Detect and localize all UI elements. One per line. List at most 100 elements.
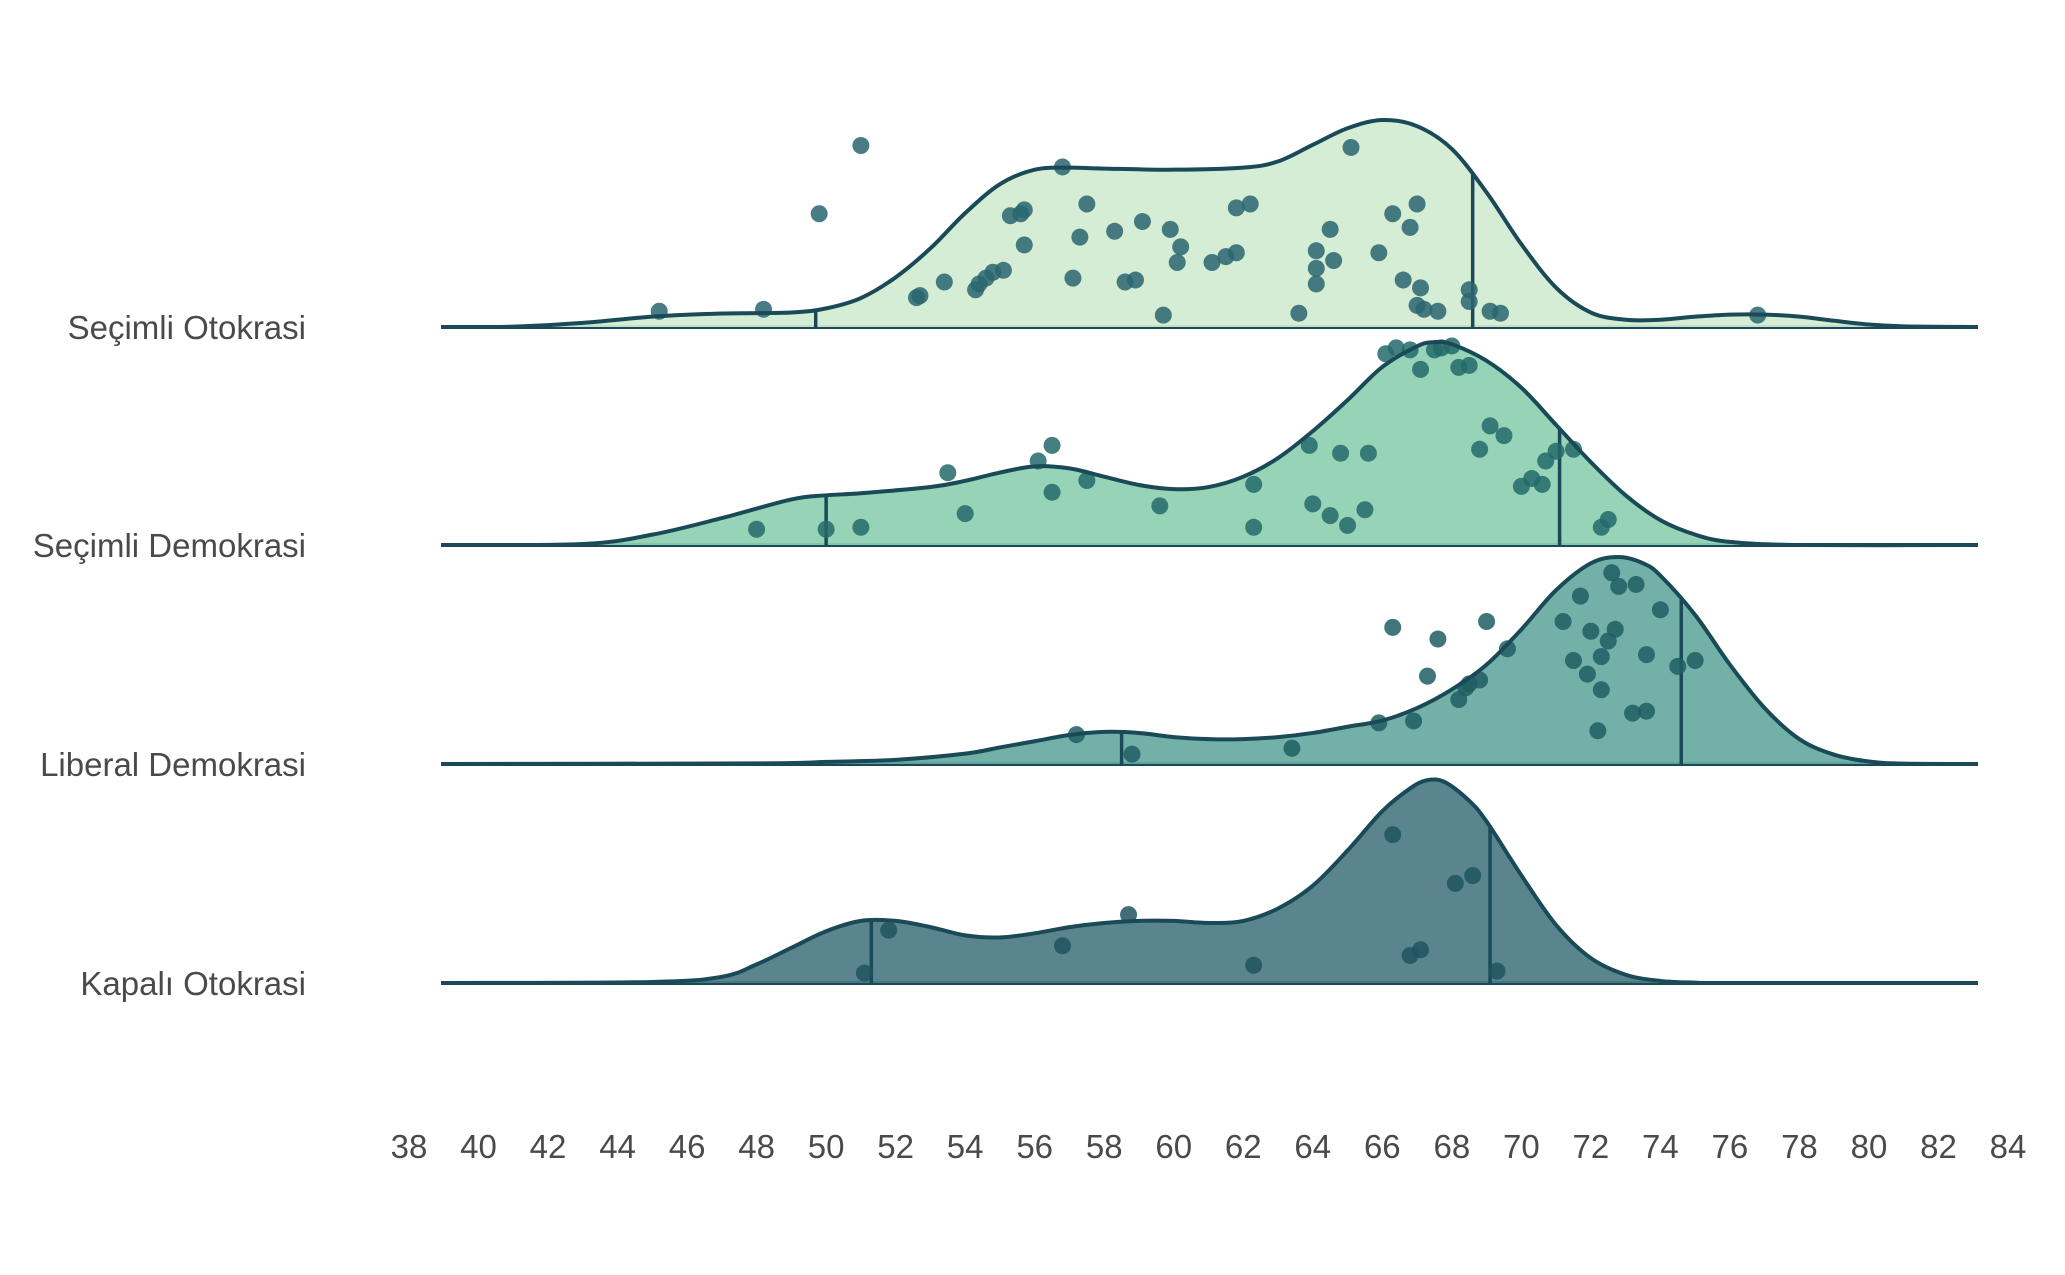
data-point [1412, 360, 1430, 378]
data-point [1429, 302, 1447, 320]
x-tick-label: 62 [1225, 1128, 1262, 1165]
data-point [911, 287, 929, 305]
x-tick-label: 46 [669, 1128, 706, 1165]
ridge-4 [441, 777, 1978, 986]
data-point [748, 520, 766, 538]
data-point [994, 261, 1012, 279]
data-point [1161, 220, 1179, 238]
data-point [1460, 293, 1478, 310]
x-tick-label: 74 [1642, 1128, 1679, 1165]
data-point [1321, 220, 1339, 238]
data-point [1332, 444, 1350, 462]
data-point [1342, 138, 1360, 156]
data-point [1495, 427, 1513, 445]
data-point [1290, 304, 1308, 322]
data-point [1154, 306, 1172, 324]
data-point [1592, 648, 1610, 666]
x-tick-label: 64 [1294, 1128, 1331, 1165]
data-point [1015, 236, 1033, 254]
ridge-2 [441, 337, 1978, 548]
data-point [956, 505, 974, 523]
data-point [1669, 657, 1687, 675]
data-point [1387, 339, 1405, 357]
density-outline [443, 777, 1974, 986]
data-point [939, 464, 957, 482]
data-point [1412, 941, 1430, 959]
density-area [443, 779, 1974, 984]
data-point [1054, 937, 1071, 955]
x-tick-label: 52 [877, 1128, 914, 1165]
density-outline [443, 339, 1974, 548]
data-point [1325, 252, 1343, 270]
data-point [1127, 271, 1144, 289]
data-point [1133, 213, 1151, 231]
data-point [1408, 195, 1426, 213]
data-point [1498, 640, 1516, 658]
data-point [1356, 501, 1374, 519]
data-point [1106, 222, 1124, 240]
data-point [1578, 665, 1596, 683]
data-point [1394, 271, 1412, 289]
y-axis-labels: Seçimli Otokrasi Seçimli Demokrasi Liberal… [33, 309, 306, 1002]
data-point [1412, 279, 1430, 297]
data-point [1245, 475, 1263, 493]
x-tick-label: 84 [1990, 1128, 2027, 1165]
data-point [1043, 436, 1061, 454]
y-tick-label: Kapalı Otokrasi [80, 965, 306, 1002]
data-point [1120, 906, 1138, 924]
data-point [1592, 681, 1610, 699]
x-tick-label: 44 [599, 1128, 636, 1165]
data-point [1078, 195, 1096, 213]
data-point [1606, 620, 1624, 638]
data-point [1043, 483, 1061, 501]
x-tick-label: 68 [1433, 1128, 1470, 1165]
data-point [1227, 199, 1245, 217]
data-point [852, 137, 870, 154]
data-point [1610, 577, 1628, 595]
data-point [1064, 269, 1082, 287]
data-point [935, 273, 953, 291]
density-outline [443, 555, 1974, 766]
x-tick-label: 72 [1573, 1128, 1610, 1165]
data-point [1304, 495, 1322, 513]
data-point [1015, 201, 1033, 219]
data-point [1547, 442, 1565, 460]
density-outline [443, 117, 1974, 330]
data-point [1564, 440, 1582, 458]
data-point [1405, 712, 1423, 730]
density-area [443, 119, 1974, 328]
ridges-layer [441, 117, 1978, 986]
data-point [1307, 242, 1325, 260]
data-point [1599, 511, 1617, 528]
x-tick-label: 54 [947, 1128, 984, 1165]
data-point [1478, 613, 1496, 630]
density-area [443, 557, 1974, 764]
data-point [1300, 436, 1318, 454]
x-axis-ticks: 38 40 42 44 46 48 50 52 54 56 58 60 62 64 66 68 70 72 74 76… [391, 1128, 2027, 1165]
data-point [1488, 962, 1506, 980]
data-point [1168, 254, 1186, 271]
x-tick-label: 50 [808, 1128, 845, 1165]
y-tick-label: Liberal Demokrasi [40, 746, 306, 783]
data-point [1418, 667, 1436, 685]
data-point [1203, 254, 1221, 271]
data-point [852, 518, 870, 536]
data-point [1339, 516, 1357, 534]
data-point [1429, 630, 1447, 648]
x-tick-label: 82 [1920, 1128, 1957, 1165]
data-point [1283, 739, 1301, 757]
data-point [1582, 622, 1600, 640]
data-point [1384, 826, 1402, 844]
data-point [1321, 507, 1339, 525]
ridge-3 [441, 555, 1978, 766]
data-point [1446, 874, 1464, 892]
data-point [1123, 745, 1141, 763]
data-point [1481, 417, 1499, 435]
data-point [1384, 205, 1402, 223]
data-point [1401, 218, 1419, 236]
data-point [1241, 195, 1259, 213]
x-tick-label: 38 [391, 1128, 428, 1165]
data-point [1370, 244, 1388, 262]
